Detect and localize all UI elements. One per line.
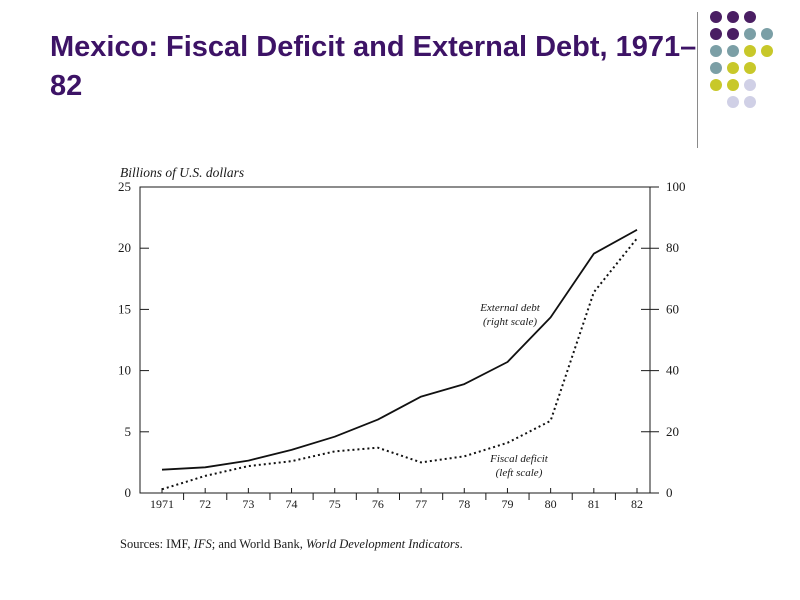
right-tick-label: 60 xyxy=(666,301,679,316)
decorative-dot xyxy=(710,28,722,40)
series-labels: External debt (right scale) Fiscal deficit… xyxy=(479,302,549,479)
right-tick-label: 20 xyxy=(666,424,679,439)
left-tick-label: 15 xyxy=(118,301,131,316)
series-label: External debt xyxy=(479,302,541,314)
decorative-dot xyxy=(727,28,739,40)
series-label: (right scale) xyxy=(483,316,537,328)
decorative-dot xyxy=(727,62,739,74)
decorative-dot xyxy=(727,79,739,91)
decorative-dot xyxy=(727,96,739,108)
decorative-dot xyxy=(744,11,756,23)
left-axis-label: Billions of U.S. dollars xyxy=(120,165,244,180)
left-axis: 0 5 10 15 20 25 xyxy=(118,179,149,500)
decorative-dot xyxy=(744,45,756,57)
x-tick-label: 77 xyxy=(415,497,427,511)
x-tick-label: 78 xyxy=(458,497,470,511)
title-divider xyxy=(697,12,698,148)
slide-title: Mexico: Fiscal Deficit and External Debt… xyxy=(50,31,697,102)
decorative-dot xyxy=(744,96,756,108)
right-tick-label: 40 xyxy=(666,363,679,378)
x-tick-label: 80 xyxy=(545,497,557,511)
decorative-dot xyxy=(710,45,722,57)
decorative-dot xyxy=(744,28,756,40)
x-tick-label: 82 xyxy=(631,497,643,511)
right-axis: 0 20 40 60 80 100 xyxy=(641,179,686,500)
x-tick-label: 79 xyxy=(501,497,513,511)
x-tick-label: 76 xyxy=(372,497,384,511)
left-tick-label: 10 xyxy=(118,363,131,378)
left-tick-label: 20 xyxy=(118,240,131,255)
left-tick-label: 0 xyxy=(125,485,132,500)
series-label: Fiscal deficit xyxy=(489,453,549,465)
right-tick-label: 80 xyxy=(666,240,679,255)
left-tick-label: 5 xyxy=(125,424,132,439)
x-tick-label: 74 xyxy=(286,497,298,511)
x-tick-label: 81 xyxy=(588,497,600,511)
x-tick-label: 73 xyxy=(242,497,254,511)
x-tick-label: 1971 xyxy=(150,497,174,511)
decorative-dot xyxy=(744,62,756,74)
x-tick-label: 75 xyxy=(329,497,341,511)
decorative-dot xyxy=(761,28,773,40)
series-label: (left scale) xyxy=(496,467,543,479)
x-axis: 1971 72 73 74 75 76 77 78 79 80 81 82 xyxy=(150,488,643,511)
left-tick-label: 25 xyxy=(118,179,131,194)
decorative-dot xyxy=(710,62,722,74)
x-tick-label: 72 xyxy=(199,497,211,511)
decorative-dot xyxy=(761,45,773,57)
series-layer xyxy=(161,229,638,491)
decorative-dot xyxy=(744,79,756,91)
chart-source: Sources: IMF, IFS; and World Bank, World… xyxy=(120,537,463,551)
series-line-fiscal-deficit xyxy=(161,237,638,491)
series-line-external-debt xyxy=(161,229,638,471)
decorative-dot xyxy=(727,11,739,23)
right-tick-label: 100 xyxy=(666,179,686,194)
plot-frame xyxy=(139,186,651,494)
decorative-dot xyxy=(727,45,739,57)
right-tick-label: 0 xyxy=(666,485,673,500)
decorative-dot xyxy=(710,11,722,23)
decorative-dot xyxy=(710,79,722,91)
